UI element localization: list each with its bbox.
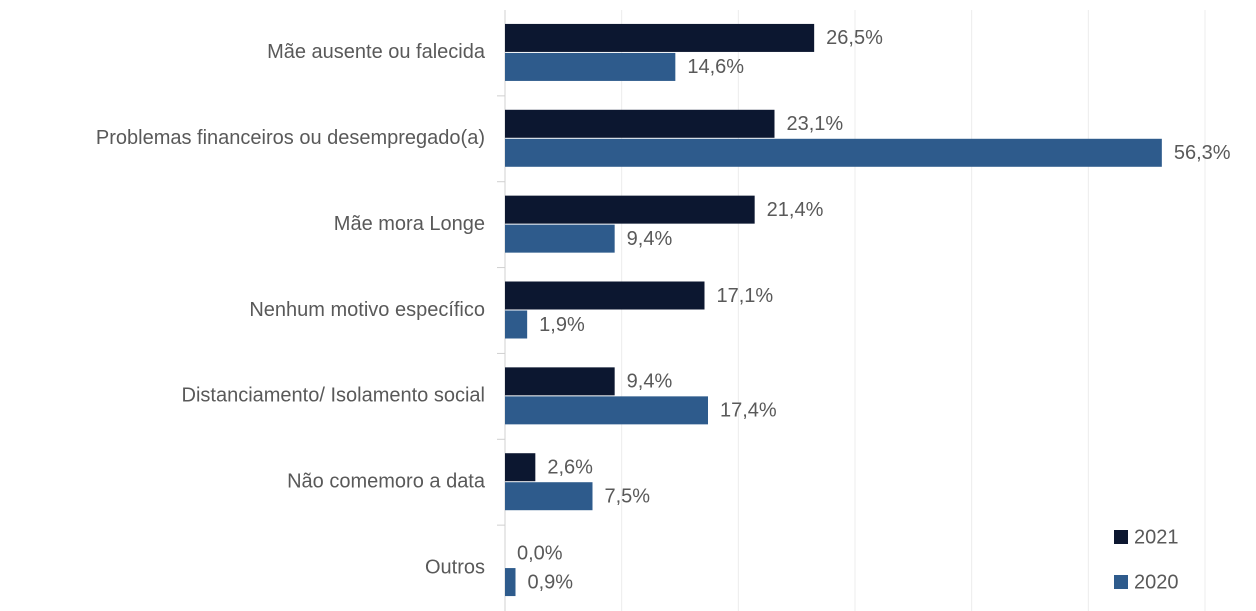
bar [505,367,615,396]
data-label: 0,0% [517,542,563,564]
bar [505,281,705,310]
bar [505,52,676,81]
data-label: 7,5% [605,485,651,507]
legend-swatch [1114,530,1128,544]
data-label: 9,4% [627,371,673,393]
legend-label: 2021 [1134,526,1179,548]
bar [505,482,593,511]
data-label: 2,6% [547,456,593,478]
bar [505,109,775,138]
bar [505,568,516,597]
category-label: Outros [425,556,485,578]
data-label: 1,9% [539,314,585,336]
data-label: 0,9% [528,571,574,593]
data-label: 56,3% [1174,142,1231,164]
data-label: 17,4% [720,400,777,422]
bar [505,453,536,482]
category-label: Nenhum motivo específico [249,299,485,321]
data-label: 9,4% [627,228,673,250]
data-label: 14,6% [687,56,744,78]
bar [505,310,528,339]
data-label: 21,4% [767,199,824,221]
bar [505,224,615,253]
bar [505,195,755,224]
bar [505,396,708,425]
bar [505,138,1162,167]
bar [505,23,815,52]
category-label: Distanciamento/ Isolamento social [182,385,485,407]
data-label: 26,5% [826,27,883,49]
category-label: Problemas financeiros ou desempregado(a) [96,127,485,149]
category-label: Não comemoro a data [287,470,486,492]
data-label: 17,1% [717,285,774,307]
category-label: Mãe ausente ou falecida [267,41,486,63]
legend-swatch [1114,575,1128,589]
legend-label: 2020 [1134,571,1179,593]
data-label: 23,1% [787,113,844,135]
category-label: Mãe mora Longe [334,213,485,235]
